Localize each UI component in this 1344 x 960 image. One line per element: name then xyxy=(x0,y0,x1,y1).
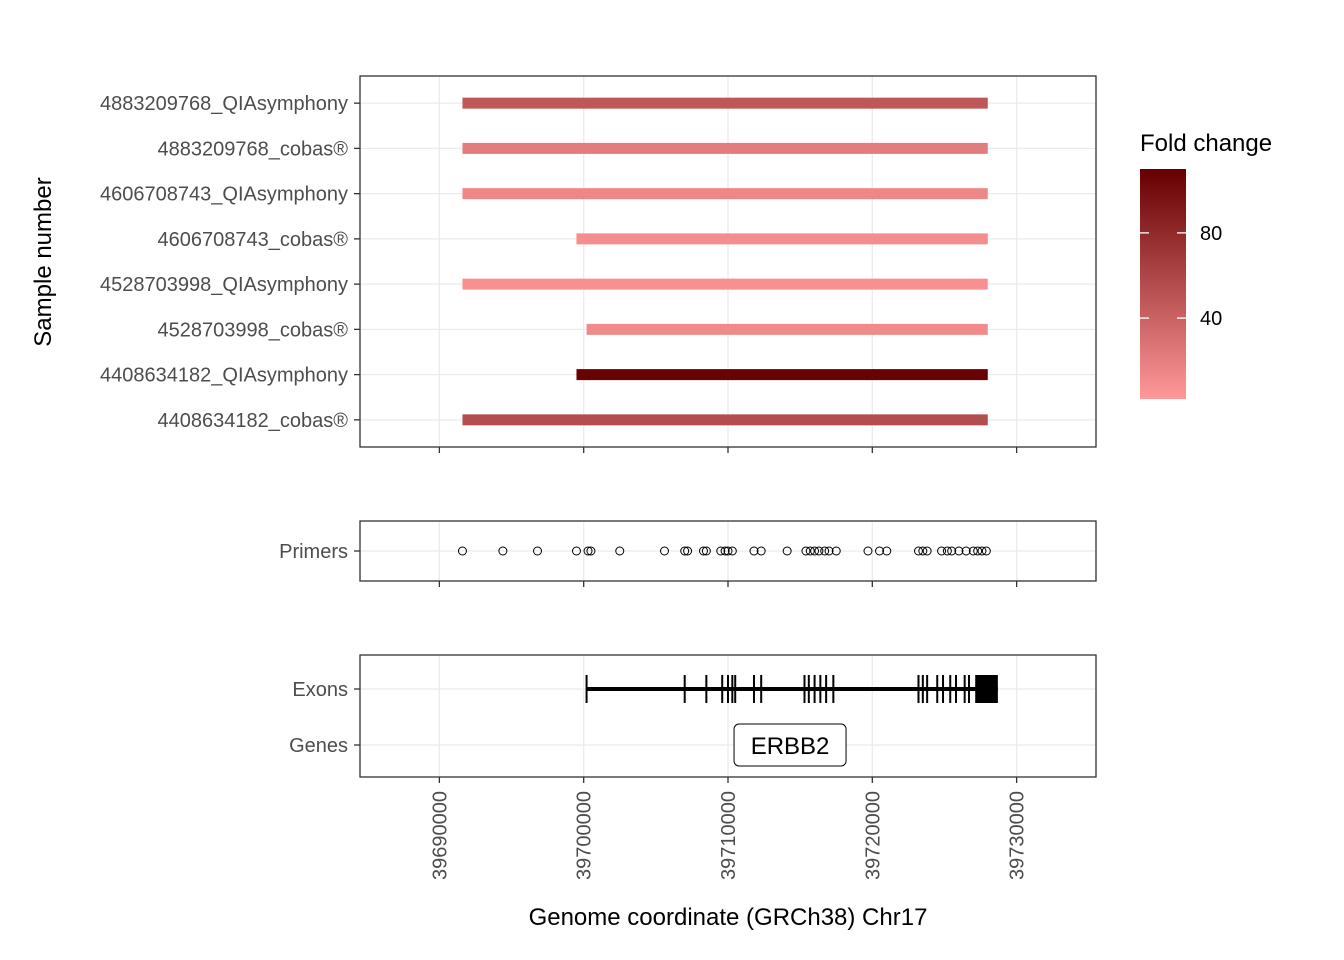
primer-point xyxy=(820,546,830,556)
sample-bar xyxy=(462,188,988,200)
primer-point xyxy=(875,546,885,556)
exon-block xyxy=(976,675,998,703)
primer-point xyxy=(961,546,971,556)
primer-point xyxy=(683,546,693,556)
track-label: Exons xyxy=(292,679,348,701)
y-axis-title: Sample number xyxy=(30,177,57,346)
primer-point xyxy=(977,546,987,556)
legend-tick-label: 80 xyxy=(1200,223,1222,245)
primer-point xyxy=(922,546,932,556)
annotation-panel: ERBB2 Exons Genes 39690000 39700000 3971000… xyxy=(289,654,1097,880)
primer-point xyxy=(457,546,467,556)
fold-change-legend: Fold change 40 80 xyxy=(1140,130,1272,399)
sample-label: 4606708743_QIAsymphony xyxy=(100,184,348,206)
primer-point xyxy=(498,546,508,556)
primer-point xyxy=(720,546,730,556)
legend-colorbar xyxy=(1140,169,1186,399)
x-tick-label: 39720000 xyxy=(862,791,884,880)
x-tick-label: 39710000 xyxy=(718,791,740,880)
primer-point xyxy=(824,546,834,556)
sample-bar xyxy=(462,278,988,290)
primer-point xyxy=(782,546,792,556)
primer-point xyxy=(805,546,815,556)
primer-point xyxy=(981,546,991,556)
sample-label: 4606708743_cobas® xyxy=(158,229,349,251)
primer-point xyxy=(863,546,873,556)
primers-panel: Primers xyxy=(279,520,1097,587)
primer-point xyxy=(973,546,983,556)
primer-point xyxy=(913,546,923,556)
sample-label: 4408634182_cobas® xyxy=(158,410,349,432)
legend-title: Fold change xyxy=(1140,130,1272,157)
track-label: Genes xyxy=(289,735,348,757)
sample-bar xyxy=(576,369,988,381)
primers-label: Primers xyxy=(279,541,348,563)
sample-bar xyxy=(462,142,988,154)
samples-panel: 4883209768_QIAsymphony 4883209768_cobas® 4… xyxy=(100,75,1097,453)
primer-point xyxy=(727,546,737,556)
sample-bar xyxy=(576,233,988,245)
primer-point xyxy=(954,546,964,556)
primer-point xyxy=(810,546,820,556)
legend-tick-label: 40 xyxy=(1200,308,1222,330)
primer-point xyxy=(701,546,711,556)
primer-point xyxy=(680,546,690,556)
primer-point xyxy=(756,546,766,556)
gene-label: ERBB2 xyxy=(751,733,830,760)
primer-point xyxy=(533,546,543,556)
gene-label-box xyxy=(733,723,847,767)
sample-label: 4883209768_cobas® xyxy=(158,138,349,160)
primer-point xyxy=(814,546,824,556)
primer-point xyxy=(586,546,596,556)
primer-point xyxy=(801,546,811,556)
x-tick-label: 39730000 xyxy=(1007,791,1029,880)
primer-point xyxy=(937,546,947,556)
sample-bar xyxy=(462,97,988,109)
sample-label: 4528703998_cobas® xyxy=(158,319,349,341)
x-tick-label: 39690000 xyxy=(429,791,451,880)
primer-point xyxy=(947,546,957,556)
x-axis-title: Genome coordinate (GRCh38) Chr17 xyxy=(529,904,928,931)
primer-point xyxy=(716,546,726,556)
primer-point xyxy=(615,546,625,556)
sample-bar xyxy=(586,323,988,335)
primer-point xyxy=(918,546,928,556)
primer-point xyxy=(882,546,892,556)
primer-point xyxy=(831,546,841,556)
sample-label: 4408634182_QIAsymphony xyxy=(100,365,348,387)
primer-point xyxy=(723,546,733,556)
primer-point xyxy=(942,546,952,556)
x-tick-label: 39700000 xyxy=(574,791,596,880)
sample-label: 4528703998_QIAsymphony xyxy=(100,274,348,296)
sample-label: 4883209768_QIAsymphony xyxy=(100,93,348,115)
primer-point xyxy=(660,546,670,556)
primer-point xyxy=(571,546,581,556)
sample-bar xyxy=(462,414,988,426)
primer-point xyxy=(583,546,593,556)
primer-point xyxy=(968,546,978,556)
primer-point xyxy=(698,546,708,556)
primer-point xyxy=(749,546,759,556)
